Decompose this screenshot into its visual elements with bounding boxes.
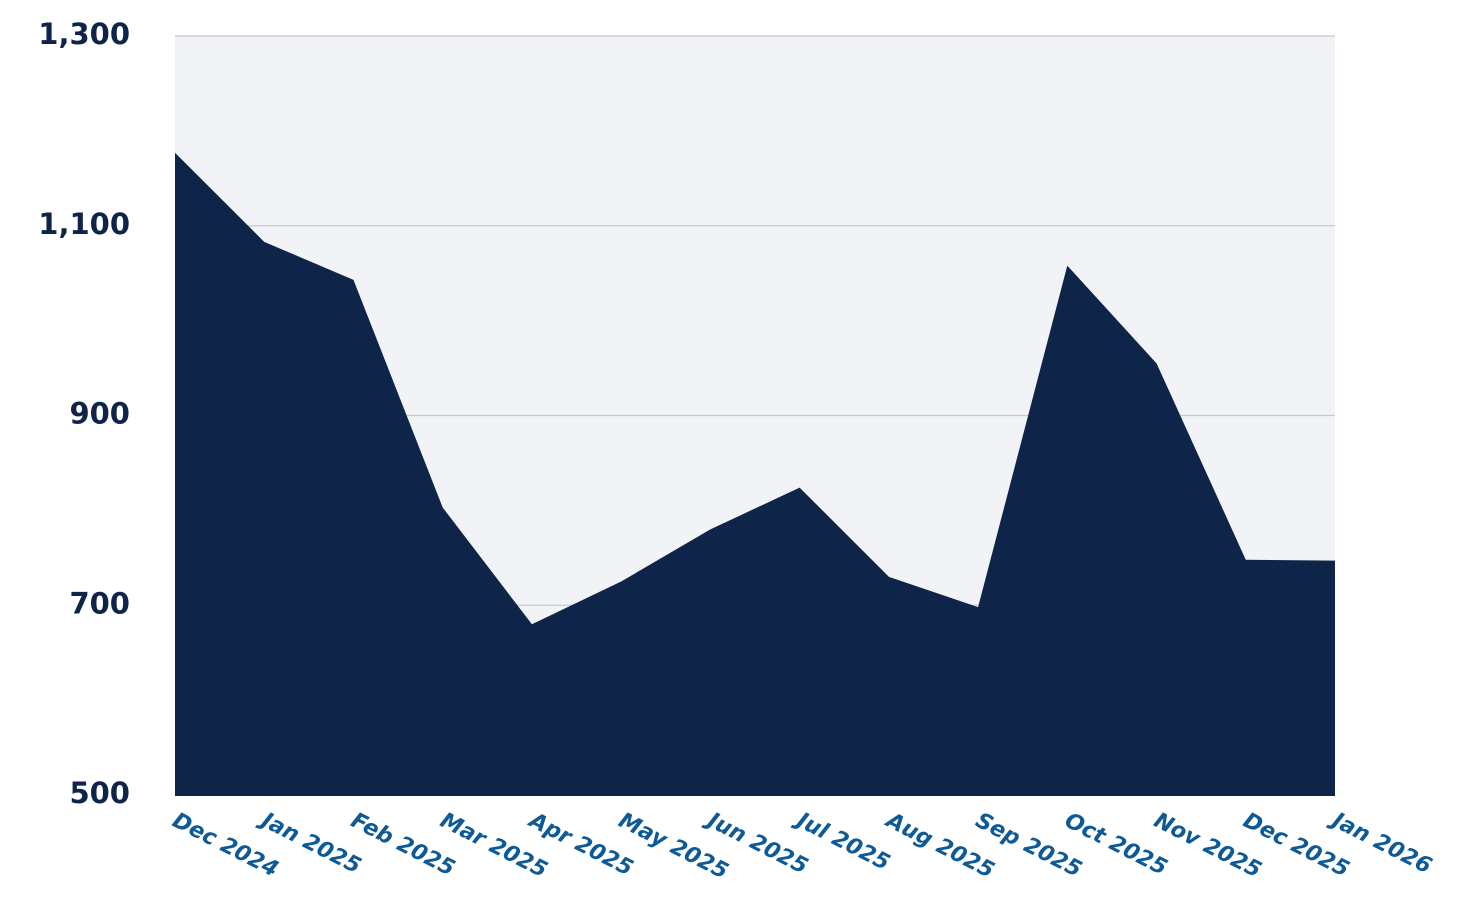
y-tick-label: 700 [69,586,130,620]
y-tick-label: 1,100 [38,207,130,241]
y-tick-label: 500 [69,776,130,810]
y-tick-label: 900 [69,397,130,431]
area [175,152,1335,796]
y-tick-label: 1,300 [38,17,130,51]
